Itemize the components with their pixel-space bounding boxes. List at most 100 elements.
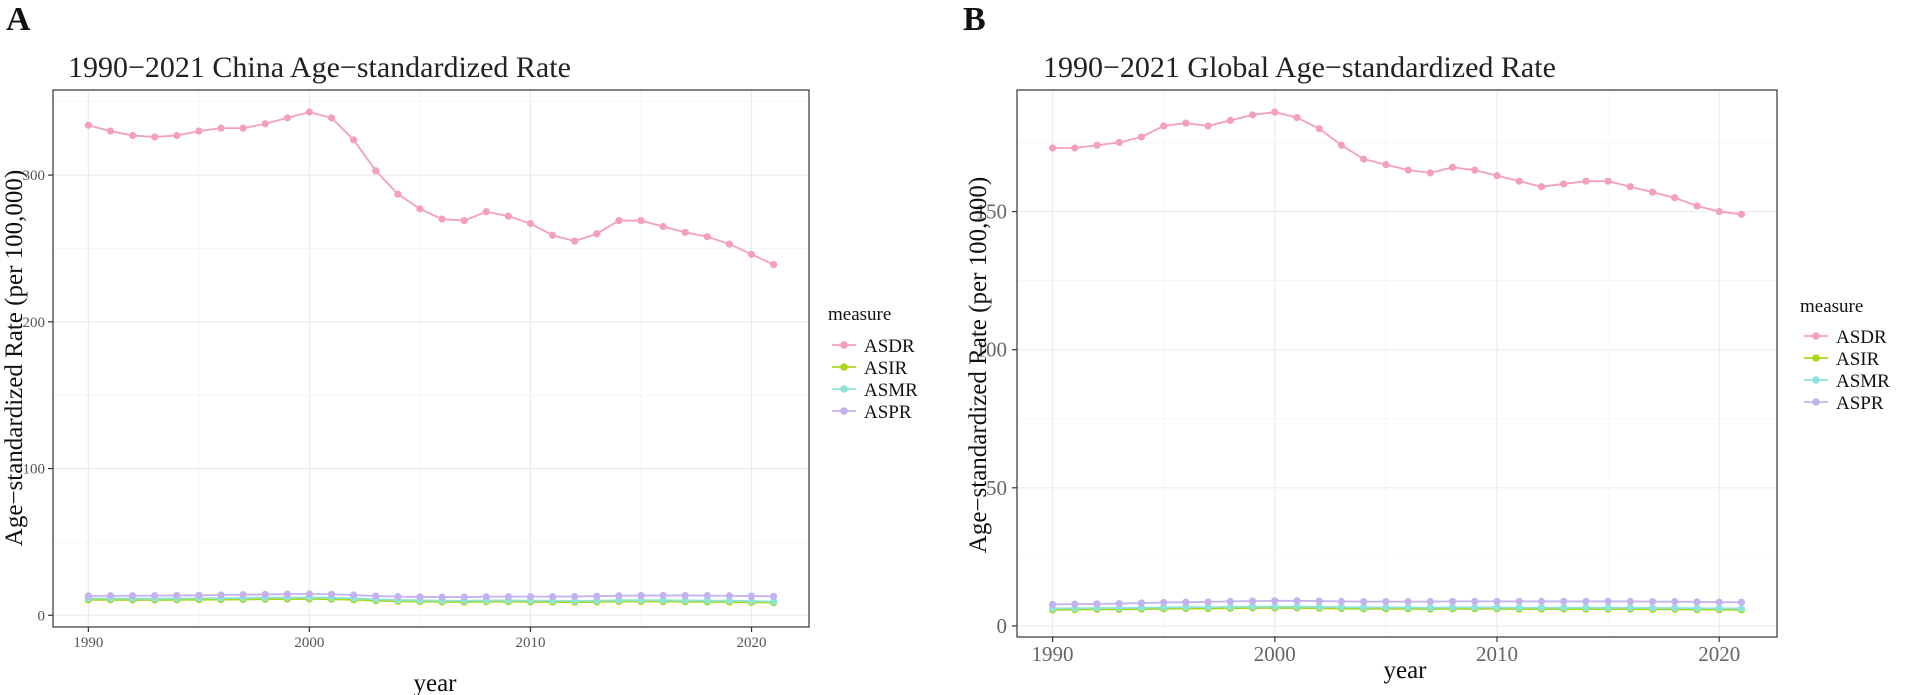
gridlines	[53, 90, 809, 627]
data-point	[1693, 598, 1701, 606]
data-point	[681, 591, 689, 600]
series-layer	[84, 108, 778, 607]
data-point	[1382, 598, 1390, 606]
data-point	[1471, 603, 1479, 612]
data-point	[1382, 603, 1390, 612]
data-point	[350, 136, 358, 144]
data-point	[1715, 598, 1723, 606]
data-point	[1137, 133, 1146, 141]
x-tick-label: 2010	[515, 635, 545, 651]
data-point	[1204, 122, 1212, 130]
data-point	[1537, 597, 1546, 605]
data-point	[1315, 125, 1323, 133]
data-point	[1582, 597, 1590, 605]
data-point	[1360, 155, 1368, 163]
y-tick-label: 200	[23, 315, 46, 331]
data-point	[1182, 598, 1190, 606]
data-point	[1715, 207, 1723, 216]
data-point	[1360, 598, 1368, 606]
series-line	[1052, 607, 1742, 611]
data-point	[173, 131, 181, 140]
chart-title: 1990−2021 Global Age−standardized Rate	[1043, 51, 1556, 84]
data-point	[1271, 603, 1279, 611]
data-point	[593, 592, 601, 600]
data-point	[1448, 163, 1457, 171]
data-point	[770, 260, 778, 269]
y-tick-label: 100	[23, 462, 46, 478]
legend-label: ASMR	[1836, 371, 1890, 392]
legend-item-asmr: ASMR	[1804, 371, 1890, 392]
data-point	[1093, 600, 1101, 608]
data-point	[1182, 119, 1190, 127]
data-point	[1404, 598, 1412, 606]
data-point	[703, 233, 711, 241]
axis-ticks: 1990 2000 2010 2020 0 100 200 300	[23, 168, 767, 651]
legend-label: ASDR	[1836, 327, 1887, 348]
data-point	[1315, 597, 1323, 605]
data-point	[1560, 180, 1568, 188]
data-point	[1471, 597, 1479, 605]
legend-key-point	[1812, 376, 1820, 384]
data-point	[482, 593, 490, 601]
data-point	[548, 593, 557, 601]
data-point	[84, 592, 92, 600]
data-point	[526, 219, 535, 228]
data-point	[1626, 183, 1634, 191]
data-point	[128, 592, 137, 600]
data-point	[261, 590, 269, 599]
chart-title: 1990−2021 China Age−standardized Rate	[68, 51, 571, 84]
legend-item-asir: ASIR	[832, 358, 908, 379]
data-point	[1382, 160, 1390, 169]
data-point	[1604, 177, 1612, 185]
series-layer	[1048, 108, 1746, 614]
data-point	[1404, 166, 1412, 174]
data-point	[1160, 122, 1168, 130]
data-point	[1248, 111, 1257, 119]
data-point	[1493, 172, 1501, 180]
data-point	[372, 167, 380, 175]
legend-title: measure	[1800, 296, 1863, 317]
data-point	[637, 591, 645, 600]
data-point	[1671, 598, 1679, 606]
data-point	[1582, 604, 1590, 612]
data-point	[151, 133, 159, 141]
legend-key-point	[840, 341, 848, 349]
series-line	[88, 596, 774, 603]
legend-item-asdr: ASDR	[832, 336, 915, 357]
x-tick-label: 2000	[294, 635, 324, 651]
data-point	[195, 127, 203, 135]
legend-key-point	[840, 363, 848, 371]
data-point	[1537, 183, 1546, 191]
data-point	[747, 250, 756, 258]
series-aspr	[1048, 597, 1746, 609]
data-point	[747, 597, 756, 605]
y-tick-label: 150	[976, 200, 1008, 224]
series-line	[1052, 111, 1742, 216]
data-point	[1515, 604, 1523, 612]
data-point	[1315, 603, 1323, 611]
plot-border	[1016, 89, 1778, 638]
legend-label: ASIR	[1836, 349, 1880, 370]
data-point	[1337, 597, 1346, 605]
data-point	[1337, 603, 1346, 611]
data-point	[1515, 597, 1523, 605]
data-point	[1071, 144, 1079, 152]
data-point	[1048, 600, 1057, 609]
data-point	[1737, 210, 1746, 218]
data-point	[283, 590, 291, 598]
data-point	[1426, 604, 1434, 612]
legend-key-point	[840, 407, 848, 415]
series-line	[88, 111, 775, 266]
data-point	[239, 591, 247, 599]
data-point	[1271, 108, 1279, 116]
data-point	[1293, 114, 1301, 122]
plot-border	[52, 89, 810, 628]
data-point	[1604, 604, 1612, 612]
data-point	[571, 237, 579, 245]
data-point	[394, 190, 402, 198]
data-point	[725, 592, 734, 600]
data-point	[1693, 604, 1701, 612]
legend-item-aspr: ASPR	[1804, 393, 1884, 414]
